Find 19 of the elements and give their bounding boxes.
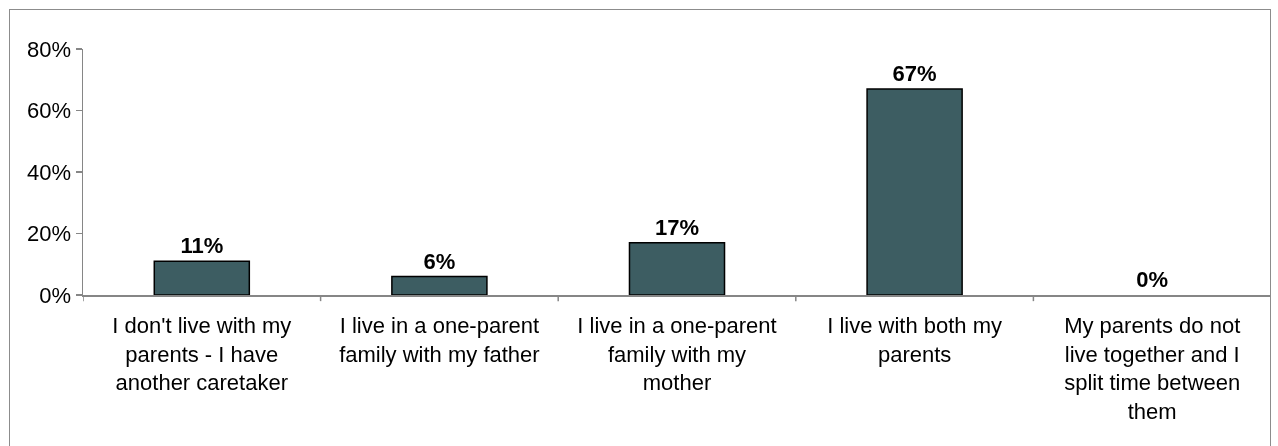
bar	[153, 260, 251, 295]
y-tick-label: 20%	[27, 221, 72, 247]
x-tick-label: I live in a one-parent family with my father	[339, 312, 540, 367]
y-tick-label: 60%	[27, 98, 72, 124]
bar	[391, 275, 488, 295]
data-label: 11%	[180, 233, 224, 259]
y-tick-label: 0%	[39, 282, 72, 308]
x-tick-label: I don't live with my parents - I have another caretaker	[112, 312, 292, 396]
x-tick-label: I live with both my parents	[827, 312, 1003, 367]
x-tick-label: My parents do not live together and I split time between them	[1064, 312, 1241, 424]
data-label: 17%	[654, 214, 700, 240]
bar	[866, 88, 963, 295]
data-label: 0%	[1136, 267, 1169, 292]
data-label: 6%	[423, 248, 456, 274]
x-tick-label: I live in a one-parent family with my mother	[577, 312, 777, 396]
y-tick-label: 40%	[27, 159, 72, 185]
data-label: 67%	[892, 60, 937, 86]
y-tick-label: 80%	[27, 36, 72, 62]
bar	[628, 241, 726, 295]
